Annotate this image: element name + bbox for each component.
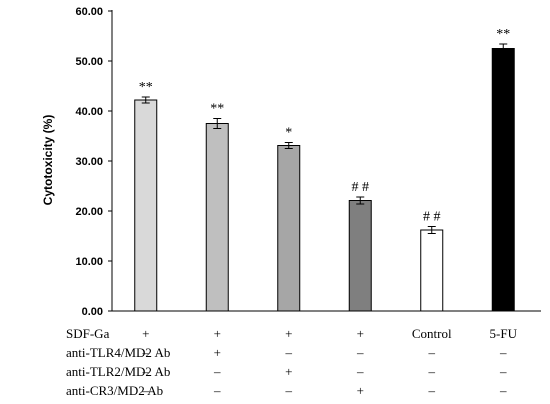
bar [134, 99, 158, 312]
error-bar [427, 226, 436, 234]
significance-label: # # [423, 210, 441, 225]
y-tick-label: 40.00 [75, 106, 103, 118]
condition-cell: – [356, 364, 364, 379]
significance-label: ** [496, 27, 510, 42]
condition-cell: + [357, 326, 364, 341]
condition-cell: – [142, 364, 150, 379]
condition-cell: 5-FU [490, 326, 518, 341]
bar [277, 145, 301, 312]
condition-cell: – [428, 383, 436, 398]
error-bar [356, 196, 365, 205]
condition-cell: – [285, 345, 293, 360]
condition-row-label: anti-TLR4/MD2 Ab [66, 345, 170, 360]
condition-cell: – [428, 364, 436, 379]
significance-label: ** [139, 80, 153, 95]
condition-cell: + [214, 345, 221, 360]
y-tick-label: 30.00 [75, 156, 103, 168]
bar [205, 123, 229, 312]
condition-cell: Control [412, 326, 452, 341]
bar [420, 229, 444, 312]
y-tick-label: 20.00 [75, 206, 103, 218]
condition-row-label: anti-TLR2/MD2 Ab [66, 364, 170, 379]
y-tick-label: 50.00 [75, 56, 103, 68]
condition-cell: – [285, 383, 293, 398]
significance-label: * [285, 126, 292, 141]
condition-cell: – [499, 383, 507, 398]
condition-cell: + [285, 364, 292, 379]
condition-cell: – [213, 383, 221, 398]
significance-label: ** [210, 102, 224, 117]
condition-cell: + [214, 326, 221, 341]
condition-cell: – [142, 383, 150, 398]
condition-cell: – [213, 364, 221, 379]
y-axis-title: Cytotoxicity (%) [41, 115, 55, 206]
bar [348, 200, 372, 312]
y-tick-label: 10.00 [75, 256, 103, 268]
condition-cell: – [428, 345, 436, 360]
significance-label: # # [352, 180, 370, 195]
y-tick-label: 0.00 [82, 306, 103, 318]
condition-row-label: anti-CR3/MD2 Ab [66, 383, 163, 398]
condition-row-label: SDF-Ga [66, 326, 110, 341]
condition-cell: – [356, 345, 364, 360]
condition-cell: + [285, 326, 292, 341]
error-bar [141, 96, 150, 104]
error-bar [499, 43, 508, 54]
condition-cell: – [142, 345, 150, 360]
condition-cell: + [357, 383, 364, 398]
error-bar [213, 118, 222, 129]
condition-cell: + [142, 326, 149, 341]
condition-cell: – [499, 364, 507, 379]
condition-cell: – [499, 345, 507, 360]
y-tick-label: 60.00 [75, 6, 103, 18]
bar [491, 48, 515, 312]
error-bar [284, 142, 293, 149]
